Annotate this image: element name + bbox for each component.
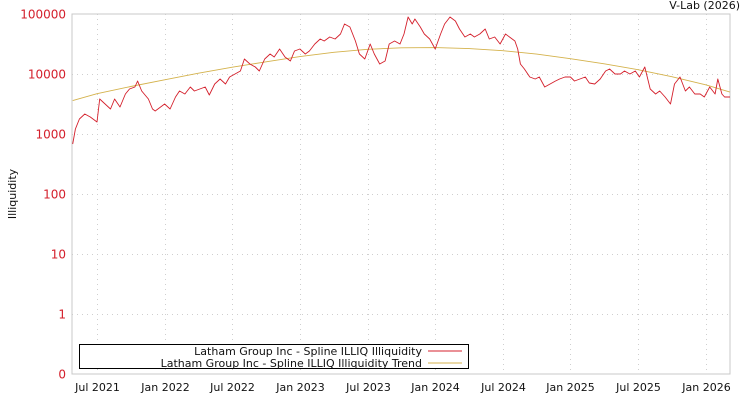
y-tick-label: 10000 bbox=[28, 68, 66, 82]
y-tick-label: 0 bbox=[58, 368, 66, 382]
legend-label-illiquidity: Latham Group Inc - Spline ILLIQ Illiquid… bbox=[194, 345, 422, 358]
y-tick-label: 1 bbox=[58, 308, 66, 322]
y-axis-label: Illiquidity bbox=[6, 168, 19, 219]
x-tick-label: Jan 2026 bbox=[681, 381, 730, 394]
series-lines bbox=[72, 16, 731, 145]
illiquidity-line bbox=[72, 16, 730, 145]
credit-label: V-Lab (2026) bbox=[669, 0, 740, 12]
legend-label-trend: Latham Group Inc - Spline ILLIQ Illiquid… bbox=[161, 357, 422, 370]
x-tick-label: Jul 2021 bbox=[74, 381, 120, 394]
x-axis-ticks: Jul 2021 Jan 2022 Jul 2022 Jan 2023 Jul 2023… bbox=[74, 381, 731, 394]
illiquidity-trend-line bbox=[72, 47, 731, 102]
y-tick-label: 10 bbox=[51, 248, 66, 262]
x-tick-label: Jul 2023 bbox=[345, 381, 391, 394]
x-tick-label: Jan 2022 bbox=[140, 381, 189, 394]
y-tick-label: 100000 bbox=[20, 8, 66, 22]
x-tick-label: Jul 2025 bbox=[615, 381, 661, 394]
legend-box bbox=[79, 344, 469, 369]
x-tick-label: Jul 2024 bbox=[480, 381, 526, 394]
y-tick-label: 1000 bbox=[35, 128, 66, 142]
plot-frame bbox=[71, 13, 731, 375]
x-tick-label: Jan 2023 bbox=[275, 381, 324, 394]
x-tick-label: Jul 2022 bbox=[209, 381, 255, 394]
legend: Latham Group Inc - Spline ILLIQ Illiquid… bbox=[79, 344, 469, 370]
x-tick-label: Jan 2024 bbox=[410, 381, 459, 394]
x-tick-label: Jan 2025 bbox=[545, 381, 594, 394]
grid bbox=[72, 14, 730, 374]
y-tick-label: 100 bbox=[43, 188, 66, 202]
